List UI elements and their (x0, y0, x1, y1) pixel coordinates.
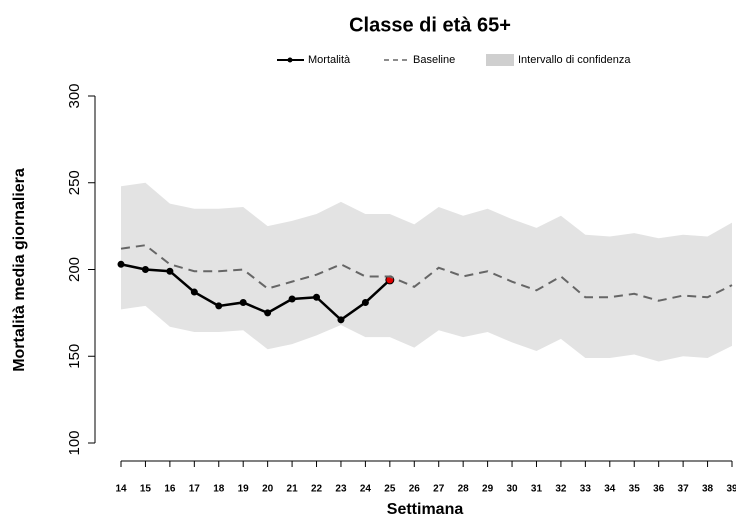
mortality-point (117, 260, 125, 268)
mortality-point (166, 267, 174, 275)
y-tick-label: 100 (66, 430, 83, 455)
x-tick-label: 26 (409, 484, 421, 495)
x-tick-label: 15 (140, 484, 152, 495)
mortality-point (361, 298, 369, 306)
x-tick-label: 23 (335, 484, 347, 495)
legend-swatch (287, 57, 293, 63)
legend-swatch (486, 54, 514, 66)
baseline-line (120, 244, 733, 302)
mortality-point (337, 316, 345, 324)
mortality-point (215, 302, 223, 310)
y-tick-label: 300 (66, 83, 83, 108)
legend-label: Baseline (413, 54, 455, 66)
x-tick-label: 31 (531, 484, 543, 495)
y-tick-label: 150 (66, 344, 83, 369)
mortality-point (288, 295, 296, 303)
x-tick-label: 21 (287, 484, 299, 495)
x-tick-label: 35 (629, 484, 641, 495)
x-axis-label: Settimana (387, 501, 464, 518)
x-tick-label: 18 (213, 484, 225, 495)
mortality-line (120, 263, 391, 322)
x-tick-label: 38 (702, 484, 714, 495)
mortality-point (313, 293, 321, 301)
legend-label: Mortalità (308, 54, 351, 66)
x-tick-label: 19 (238, 484, 250, 495)
x-tick-label: 32 (555, 484, 567, 495)
x-tick-label: 16 (164, 484, 176, 495)
x-tick-label: 27 (433, 484, 445, 495)
legend-label: Intervallo di confidenza (518, 54, 631, 66)
x-tick-label: 29 (482, 484, 494, 495)
y-tick-label: 250 (66, 170, 83, 195)
x-tick-label: 25 (384, 484, 396, 495)
x-tick-label: 37 (678, 484, 690, 495)
x-tick-label: 22 (311, 484, 323, 495)
mortality-point (141, 266, 149, 273)
mortality-point (264, 309, 272, 317)
y-tick-label: 200 (66, 257, 83, 282)
x-tick-label: 39 (726, 484, 736, 495)
x-tick-label: 17 (189, 484, 201, 495)
mortality-point (190, 288, 198, 296)
x-tick-label: 30 (506, 484, 518, 495)
chart-title: Classe di età 65+ (349, 14, 511, 36)
x-tick-label: 28 (458, 484, 470, 495)
x-tick-label: 34 (604, 484, 616, 495)
x-tick-label: 36 (653, 484, 665, 495)
x-tick-label: 33 (580, 484, 592, 495)
mortality-point (239, 298, 247, 306)
x-tick-label: 14 (115, 484, 127, 495)
confidence-band (121, 182, 732, 362)
x-tick-label: 20 (262, 484, 274, 495)
x-tick-label: 24 (360, 484, 372, 495)
y-axis-label: Mortalità media giornaliera (11, 168, 28, 372)
